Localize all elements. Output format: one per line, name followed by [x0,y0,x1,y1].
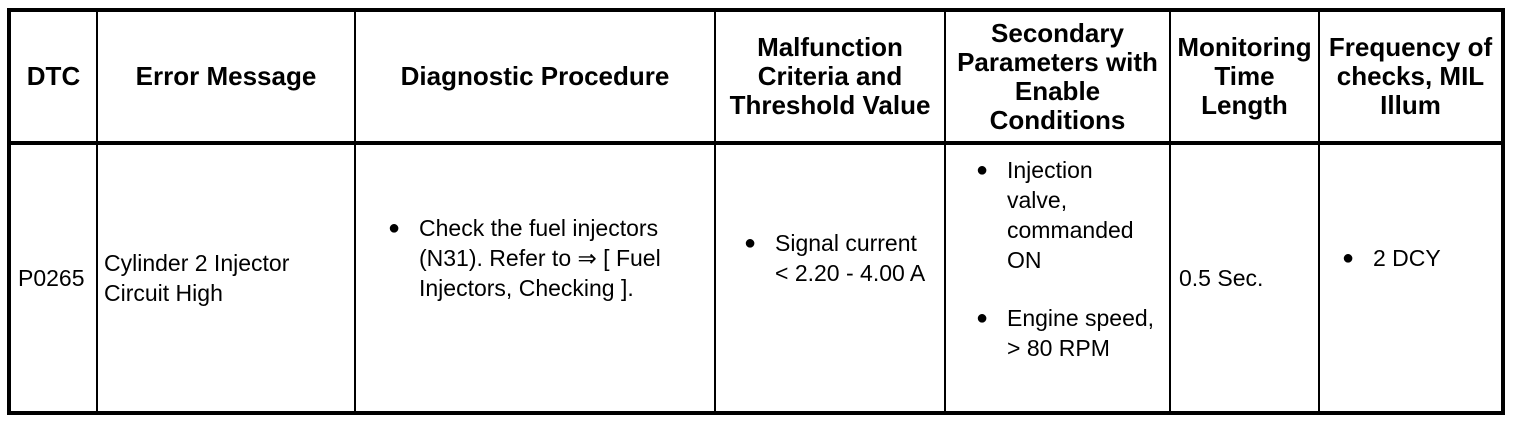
criteria-line: Signal current [775,230,917,256]
header-cell-dtc: DTC [11,12,98,145]
header-cell-diagnostic-procedure: Diagnostic Procedure [356,12,716,145]
diagnostic-line: (N31). Refer to ⇒ [ Fuel [419,245,661,271]
bullet-icon: ● [976,159,989,181]
parameter-line: commanded [1007,217,1134,243]
parameter-line: > 80 RPM [1007,335,1110,361]
header-cell-secondary-parameters: Secondary Parameters with Enable Conditi… [946,12,1171,145]
bullet-icon: ● [388,217,401,239]
dtc-table: DTC Error Message Diagnostic Procedure M… [7,8,1505,415]
header-row: DTC Error Message Diagnostic Procedure M… [11,12,1501,145]
header-label: Illum [1380,90,1441,120]
header-label: checks, MIL [1336,61,1485,91]
parameter-line: valve, [1007,187,1068,213]
cell-error-message: Cylinder 2 Injector Circuit High [98,145,356,411]
header-label: Conditions [989,104,1126,135]
header-label: Monitoring [1177,32,1312,62]
header-label: Frequency of [1328,32,1493,62]
header-label: Criteria and [757,61,903,91]
header-label: Parameters with [957,46,1158,77]
parameter-line: Injection [1007,157,1093,183]
diagnostic-line: Check the fuel injectors [419,215,659,241]
error-message-line: Circuit High [104,280,223,306]
header-label: Malfunction [757,32,903,62]
cell-monitoring-time: 0.5 Sec. [1171,145,1320,411]
table-row: P0265 Cylinder 2 Injector Circuit High ●… [11,145,1501,411]
bullet-icon: ● [1342,247,1355,269]
diagnostic-line: Injectors, Checking ]. [419,275,634,301]
header-label: Secondary [991,17,1124,48]
criteria-line: < 2.20 - 4.00 A [775,260,926,286]
monitoring-time-value: 0.5 Sec. [1179,265,1264,291]
header-cell-monitoring-time: Monitoring Time Length [1171,12,1320,145]
header-label: Enable [1014,75,1101,106]
cell-secondary-parameters: ● Injection valve, commanded ON ● Engine… [946,145,1171,411]
parameter-line: Engine speed, [1007,305,1155,331]
header-label: Time [1214,61,1275,91]
header-label: Diagnostic Procedure [400,61,670,91]
list-item: ● Engine speed, > 80 RPM [976,303,1154,363]
list-item: ● Signal current < 2.20 - 4.00 A [744,228,925,288]
cell-diagnostic-procedure: ● Check the fuel injectors (N31). Refer … [356,145,716,411]
header-label: DTC [26,61,81,91]
frequency-value: 2 DCY [1373,245,1441,271]
bullet-icon: ● [744,232,757,254]
header-label: Error Message [135,61,317,91]
error-message-line: Cylinder 2 Injector [104,250,290,276]
list-item: ● Injection valve, commanded ON [976,155,1154,275]
dtc-code: P0265 [18,265,85,291]
list-item: ● Check the fuel injectors (N31). Refer … [388,213,661,303]
cell-frequency: ● 2 DCY [1320,145,1501,411]
header-cell-malfunction-criteria: Malfunction Criteria and Threshold Value [716,12,946,145]
list-item: ● 2 DCY [1342,243,1441,273]
header-cell-error-message: Error Message [98,12,356,145]
cell-malfunction-criteria: ● Signal current < 2.20 - 4.00 A [716,145,946,411]
parameter-line: ON [1007,247,1042,273]
bullet-icon: ● [976,307,989,329]
header-label: Length [1201,90,1288,120]
cell-dtc-code: P0265 [11,145,98,411]
header-cell-frequency: Frequency of checks, MIL Illum [1320,12,1501,145]
header-label: Threshold Value [729,90,931,120]
